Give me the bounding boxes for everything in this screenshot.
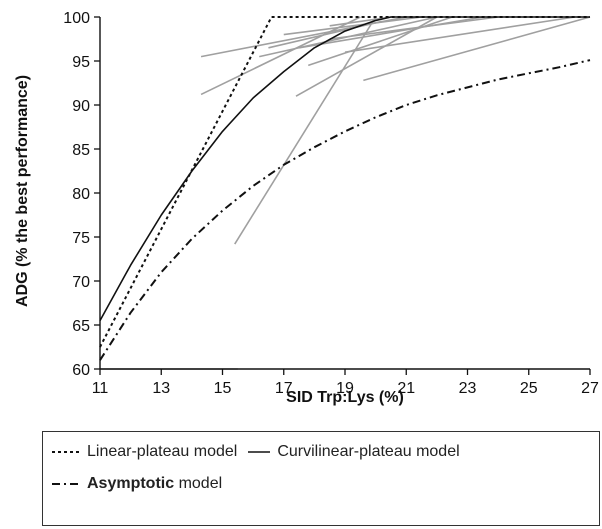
study-line [307,16,453,67]
study-line [283,16,422,36]
y-tick-label: 80 [72,186,90,203]
dotted-line-swatch [52,451,80,453]
solid-line-swatch [248,451,271,453]
study-line [329,16,392,27]
x-tick-label: 23 [459,380,477,397]
x-tick-label: 11 [92,380,109,397]
x-ticks: 11 13 15 17 19 21 23 25 27 [92,369,599,397]
legend-label-asymptotic-suffix: model [174,475,223,492]
legend-label-curvilinear-plateau: Curvilinear-plateau model [277,443,460,460]
asymptotic-curve [99,59,591,361]
y-tick-label: 85 [72,142,90,159]
legend-item-linear-plateau: Linear-plateau model [51,443,237,461]
x-tick-label: 21 [397,380,415,397]
chart: 11 13 15 17 19 21 23 25 27 60 65 70 75 80 85 90 95 100 S… [14,10,599,406]
model-curves [99,16,591,361]
study-line [234,16,377,245]
x-tick-label: 25 [520,380,538,397]
x-tick-label: 15 [214,380,232,397]
legend-row-1: Linear-plateau model Curvilinear-plateau… [51,440,470,464]
x-tick-label: 27 [581,380,599,397]
y-tick-label: 75 [72,230,90,247]
legend-label-asymptotic: Asymptotic model [87,475,222,493]
y-tick-label: 90 [72,98,90,115]
y-tick-label: 100 [63,10,90,27]
study-line [200,16,361,96]
curvilinear-plateau-curve [99,16,590,321]
legend: Linear-plateau model Curvilinear-plateau… [42,431,600,526]
study-line [363,16,591,82]
study-line [268,20,382,49]
x-tick-label: 19 [336,380,354,397]
x-axis-title: SID Trp:Lys (%) [286,389,404,406]
y-tick-label: 95 [72,54,90,71]
x-tick-label: 13 [152,380,170,397]
y-tick-label: 70 [72,274,90,291]
study-line [344,16,575,53]
legend-item-curvilinear-plateau: Curvilinear-plateau model [247,443,460,461]
y-tick-label: 65 [72,318,90,335]
dashdot-line-swatch [52,483,80,485]
x-tick-label: 17 [275,380,293,397]
individual-study-lines [100,16,591,370]
study-line [298,16,483,49]
legend-label-linear-plateau: Linear-plateau model [87,443,238,460]
legend-item-asymptotic: Asymptotic model [51,475,222,493]
legend-label-asymptotic-bold: Asymptotic [87,475,175,492]
legend-row-2: Asymptotic model [51,472,232,496]
y-axis-title: ADG (% the best performance) [14,75,31,307]
y-ticks: 60 65 70 75 80 85 90 95 100 [63,10,100,379]
y-tick-label: 60 [72,362,90,379]
study-line [329,16,499,40]
